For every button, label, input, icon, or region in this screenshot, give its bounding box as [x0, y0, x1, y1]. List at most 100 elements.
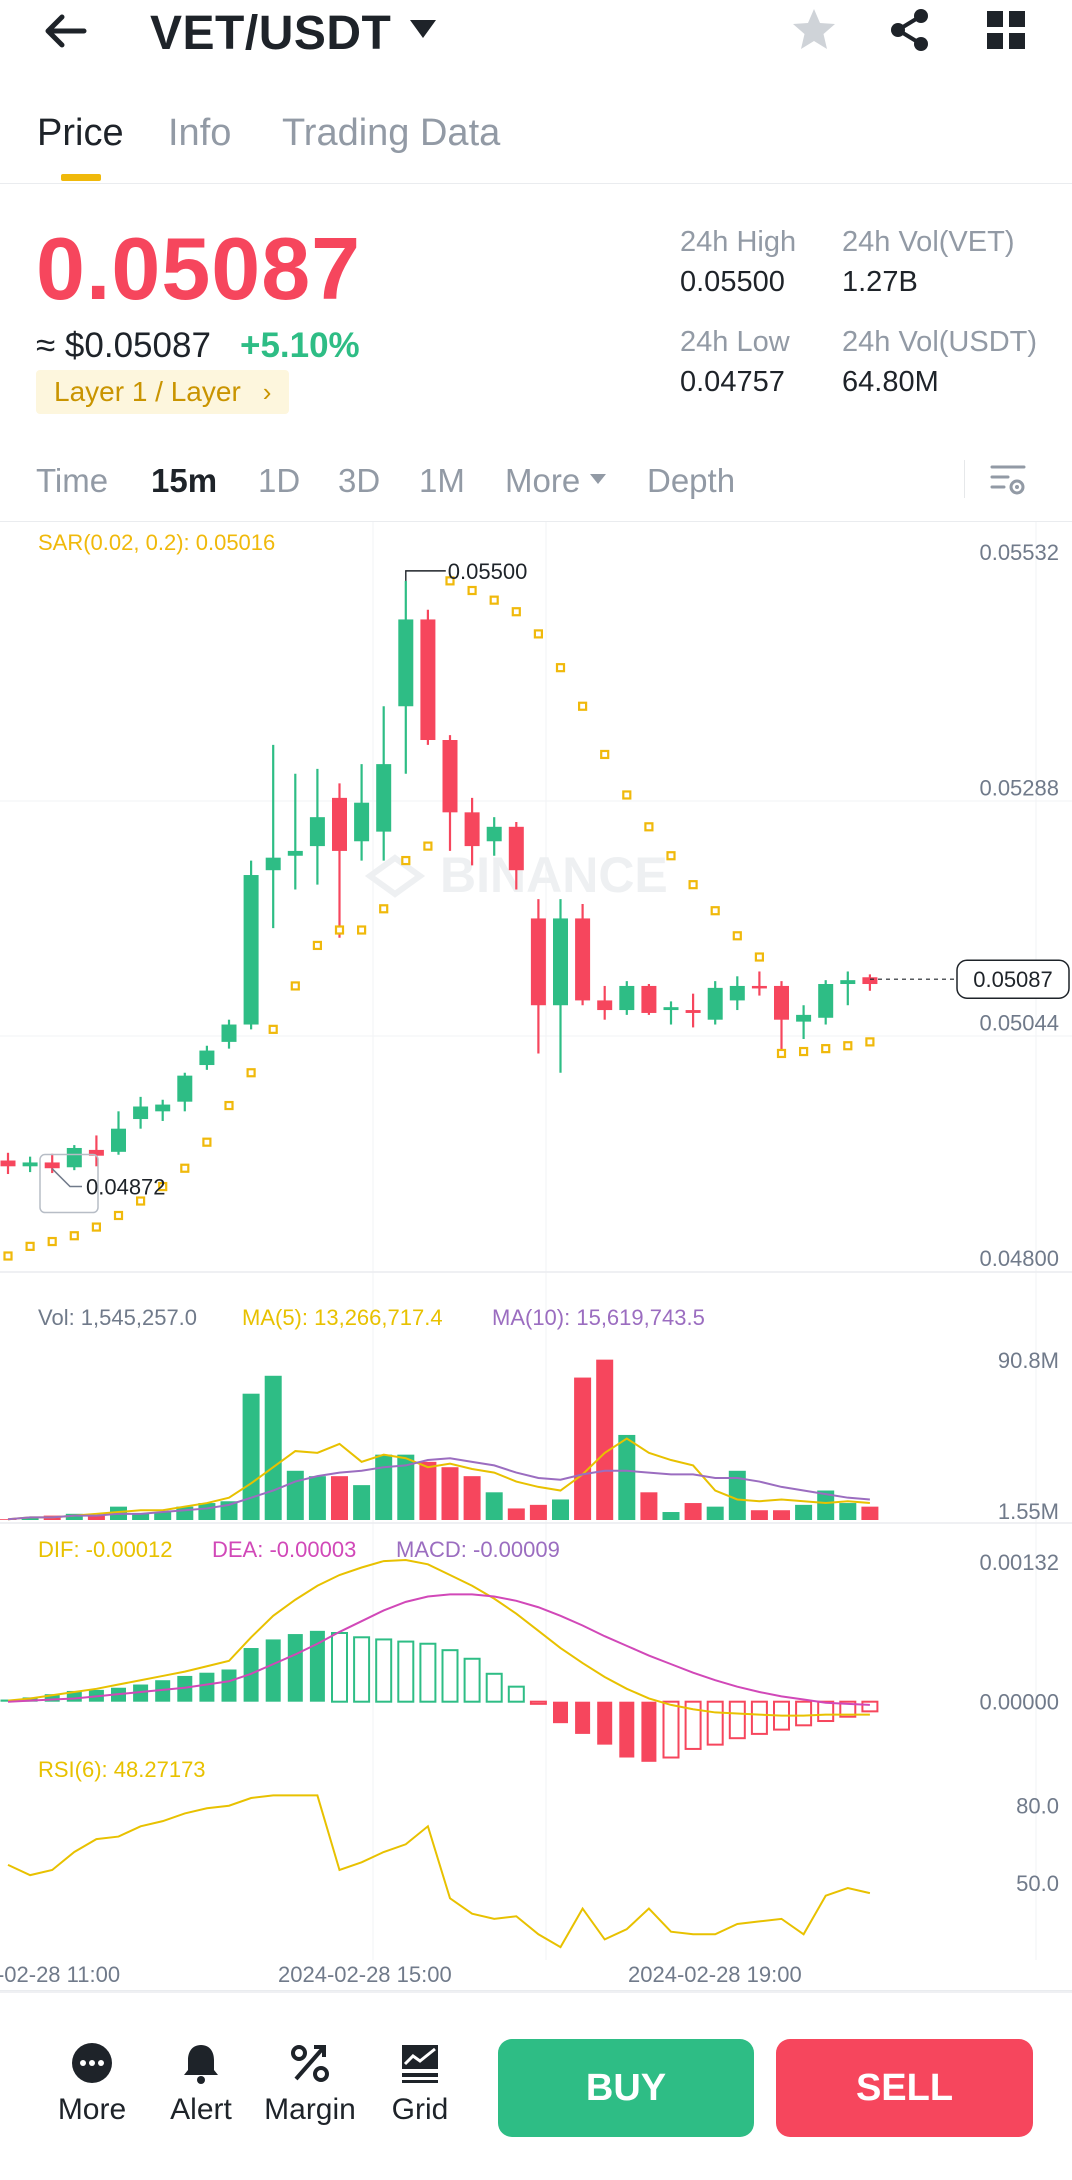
macd-hist-bar	[463, 1657, 481, 1703]
more-button[interactable]: More	[42, 2041, 142, 2127]
sar-dot	[710, 906, 720, 916]
tf-15m[interactable]: 15m	[151, 462, 218, 499]
candle-body	[309, 817, 325, 847]
sar-dot	[843, 1041, 853, 1051]
volume-bar	[286, 1470, 304, 1520]
tf-1m[interactable]: 1M	[419, 462, 465, 499]
margin-label: Margin	[264, 2093, 356, 2126]
macd-hist-bar	[553, 1701, 568, 1724]
grid-menu-icon[interactable]	[980, 4, 1032, 56]
sar-dot	[180, 1163, 190, 1173]
candle-body	[398, 619, 414, 707]
alert-button[interactable]: Alert	[151, 2041, 251, 2127]
tf-more[interactable]: More	[505, 462, 607, 500]
tab-info[interactable]: Info	[168, 112, 232, 154]
margin-button[interactable]: Margin	[260, 2041, 360, 2127]
volume-bar	[507, 1508, 525, 1520]
macd-hist-bar	[44, 1694, 60, 1702]
volume-bar	[331, 1476, 348, 1520]
candle-body	[818, 984, 834, 1018]
pair-title[interactable]: VET/USDT	[150, 7, 392, 60]
macd-hist-bar	[419, 1642, 437, 1703]
tab-trading-data[interactable]: Trading Data	[282, 112, 501, 154]
sar-dot	[312, 940, 322, 951]
macd-hist-bar	[507, 1685, 525, 1703]
sell-button[interactable]: SELL	[776, 2039, 1033, 2137]
grid-label: Grid	[391, 2093, 449, 2126]
macd-hist-bar	[441, 1649, 459, 1703]
sar-dot	[732, 931, 742, 941]
more-label: More	[57, 2093, 127, 2126]
macd-hist-bar	[243, 1648, 259, 1702]
candle-body	[553, 918, 568, 1006]
macd-hist-bar	[773, 1700, 790, 1731]
sar-dot	[69, 1231, 79, 1241]
vol-quote-label: 24h Vol(USDT)	[842, 326, 1038, 358]
tf-1d[interactable]: 1D	[258, 462, 301, 499]
sar-dot	[600, 749, 610, 760]
macd-hist-bar	[221, 1669, 237, 1702]
low-label: 24h Low	[680, 326, 790, 358]
category-tag[interactable]: Layer 1 / Layer ›	[36, 370, 290, 414]
sar-dot	[798, 1046, 809, 1057]
volume-bar	[242, 1393, 260, 1520]
sar-dot	[268, 1024, 278, 1034]
sar-dot	[423, 841, 433, 851]
volume-bar	[706, 1506, 724, 1520]
volume-bar	[817, 1490, 835, 1520]
macd-hist-bar	[155, 1680, 171, 1702]
vol-quote-value: 64.80M	[842, 366, 939, 398]
share-icon[interactable]	[884, 4, 936, 56]
sar-dot	[821, 1044, 831, 1054]
more-dots-icon	[72, 2043, 112, 2083]
rsi-y-tick-label: 50.0	[1016, 1871, 1059, 1896]
y-tick-label: 0.04800	[979, 1246, 1059, 1271]
watermark-text: BINANCE	[440, 847, 668, 903]
page-tabs: Price Info Trading Data	[0, 100, 1072, 184]
star-icon[interactable]	[788, 4, 840, 56]
candle-body	[332, 797, 347, 851]
tf-more-label: More	[505, 462, 581, 499]
volume-bar	[596, 1359, 614, 1520]
chart-settings-icon[interactable]	[986, 458, 1030, 502]
sar-dot	[334, 925, 345, 935]
tab-price[interactable]: Price	[37, 112, 124, 154]
current-price-label: 0.05087	[973, 967, 1053, 992]
volume-bar	[441, 1467, 459, 1520]
category-tag-label: Layer 1 / Layer	[54, 376, 241, 407]
candle-body	[44, 1162, 60, 1169]
caret-down-icon[interactable]	[408, 16, 438, 42]
volume-bar	[750, 1510, 768, 1520]
tf-depth[interactable]: Depth	[647, 462, 736, 499]
sar-dot	[25, 1241, 35, 1251]
buy-button[interactable]: BUY	[498, 2039, 754, 2137]
volume-bar	[397, 1454, 415, 1520]
tf-3d[interactable]: 3D	[338, 462, 381, 499]
back-arrow-icon[interactable]	[40, 6, 90, 56]
candle-body	[442, 740, 458, 813]
grid-button[interactable]: Grid	[370, 2041, 470, 2127]
macd-hist-bar	[177, 1675, 193, 1702]
y-tick-label: 0.05288	[979, 775, 1059, 800]
price-change: +5.10%	[240, 326, 360, 365]
macd-hist-bar	[133, 1684, 149, 1702]
macd-hist-bar	[199, 1672, 215, 1702]
y-tick-label: 0.05044	[979, 1011, 1059, 1036]
candle-body	[88, 1149, 104, 1156]
candle-body	[486, 826, 502, 842]
volume-bar	[463, 1476, 481, 1520]
sar-dot	[489, 595, 499, 605]
vol-legend-label: MA(5): 13,266,717.4	[242, 1305, 443, 1330]
usd-price: ≈ $0.05087	[36, 326, 211, 365]
candle-body	[354, 802, 370, 842]
low-value: 0.04757	[680, 366, 785, 398]
macd-y-tick-label: 0.00132	[979, 1550, 1059, 1575]
percent-icon	[291, 2045, 329, 2082]
vol-base-value: 1.27B	[842, 266, 918, 298]
tf-time[interactable]: Time	[36, 462, 109, 499]
low-marker-line	[51, 1168, 82, 1188]
volume-bar	[662, 1512, 680, 1520]
candle-body	[22, 1162, 38, 1167]
macd-hist-bar	[575, 1701, 591, 1734]
y-tick-label: 0.05532	[979, 540, 1059, 565]
